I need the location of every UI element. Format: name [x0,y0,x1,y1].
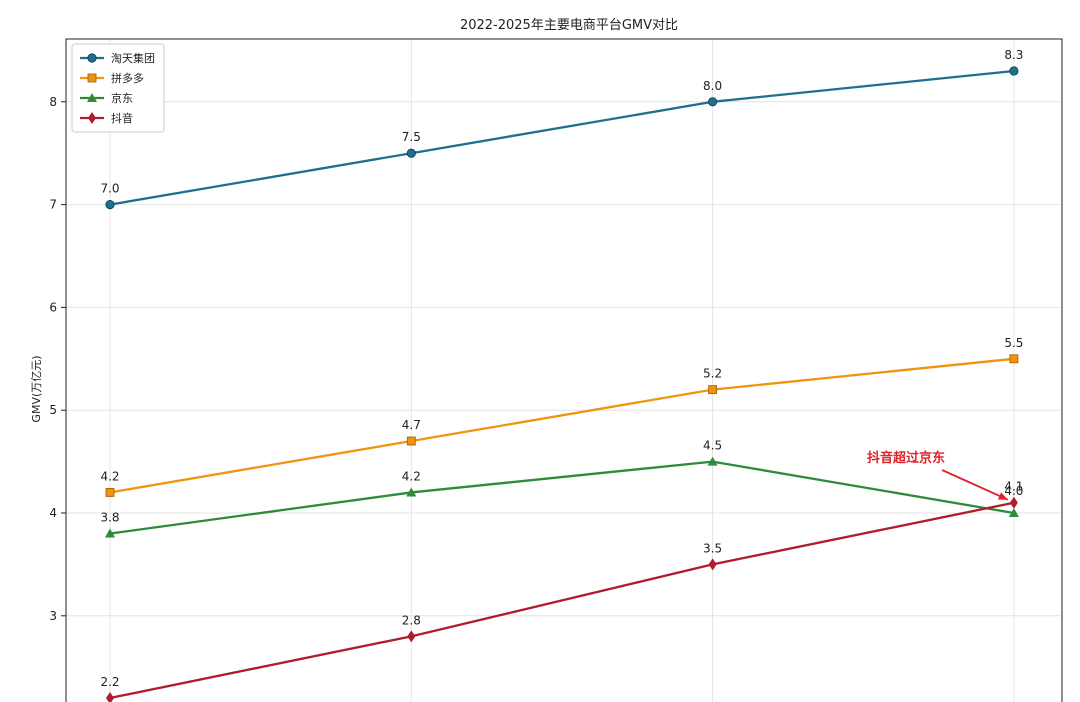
data-label: 3.5 [703,541,722,555]
data-label: 7.5 [402,130,421,144]
data-label: 8.0 [703,79,722,93]
y-tick-label: 5 [49,403,57,417]
annotation-arrow-head [997,492,1008,500]
data-label: 7.0 [100,182,119,196]
data-label: 4.5 [703,439,722,453]
data-point [407,630,416,643]
data-point [87,73,97,83]
data-point [1009,496,1018,509]
data-point [707,97,718,107]
data-label: 4.0 [1004,484,1023,498]
plot-frame [65,38,1063,702]
series-line [109,460,1015,535]
data-point [1008,508,1019,517]
data-point [708,558,717,571]
data-point [406,148,416,158]
chart-title: 2022-2025年主要电商平台GMV对比 [460,18,678,33]
annotation-text: 抖音超过京东 [867,450,945,466]
data-point [87,53,97,63]
data-point [406,487,417,497]
data-point [1009,66,1019,76]
legend-label: 抖音 [111,111,133,125]
annotation-arrow-line [941,469,1009,501]
data-label: 2.2 [100,675,119,689]
data-point [87,93,97,102]
data-point [88,112,96,124]
series-line [109,357,1015,494]
y-axis-label: GMV(万亿元) [30,355,43,422]
y-tick-label: 7 [49,198,57,212]
data-point [105,200,115,210]
legend-label: 淘天集团 [111,51,155,65]
data-point [708,385,717,395]
series-2 [105,354,1019,497]
data-label: 4.2 [100,469,119,483]
series-line [109,69,1015,206]
legend-label: 拼多多 [111,71,144,85]
data-label: 4.2 [402,469,421,483]
y-tick-label: 6 [49,300,57,314]
data-point [105,528,115,538]
data-label: 3.8 [100,511,119,525]
y-tick-label: 4 [49,506,57,520]
legend-label: 京东 [111,91,133,105]
data-label: 4.1 [1004,480,1023,494]
data-point [106,692,114,702]
data-label: 5.2 [703,367,722,381]
data-label: 5.5 [1004,336,1023,350]
series-line [109,501,1015,700]
data-point [707,456,718,466]
data-point [105,488,115,497]
legend-box [71,43,165,133]
y-tick-label: 8 [49,95,57,109]
series-3 [105,456,1019,538]
data-label: 2.8 [402,613,421,627]
series-4 [106,496,1018,702]
data-label: 8.3 [1004,48,1023,62]
data-label: 4.7 [402,418,421,432]
data-point [406,436,416,446]
series-1 [105,66,1019,210]
data-point [1009,354,1019,364]
y-tick-label: 3 [49,609,57,623]
